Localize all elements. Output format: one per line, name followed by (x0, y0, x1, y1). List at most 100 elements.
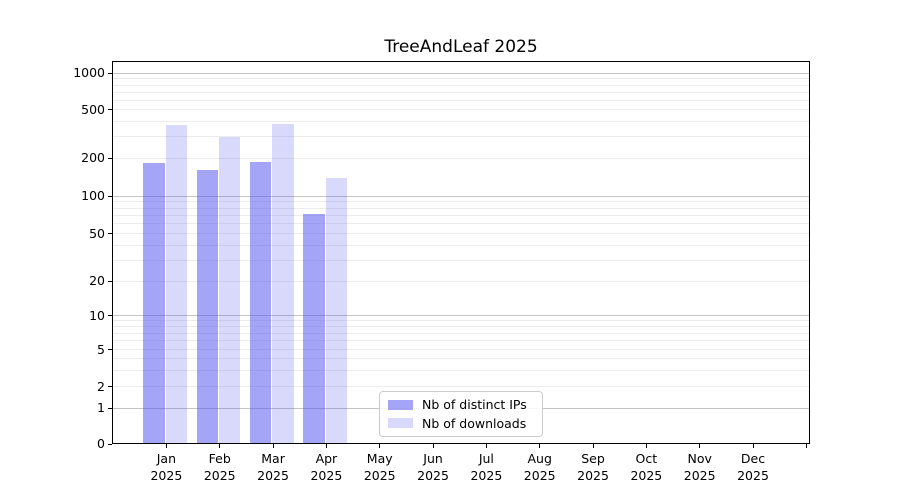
bar-feb-distinct-ips (196, 169, 219, 444)
x-tick-year: 2025 (203, 468, 236, 483)
legend-swatch-downloads-icon (388, 418, 413, 429)
major-gridline (112, 72, 810, 74)
y-tick-label: 5 (97, 341, 105, 357)
x-tick-mark (485, 444, 487, 448)
y-tick-label: 20 (89, 273, 105, 289)
x-tick-label: Feb 2025 (193, 451, 247, 483)
legend-item-distinct-ips: Nb of distinct IPs (388, 397, 534, 412)
x-tick-month: Mar (261, 451, 285, 466)
x-tick-year: 2025 (737, 468, 769, 483)
minor-gridline (112, 214, 810, 216)
x-tick-month: Apr (315, 451, 338, 466)
x-tick-month: Aug (527, 451, 552, 466)
legend-label-distinct-ips: Nb of distinct IPs (422, 397, 527, 413)
x-tick-year: 2025 (470, 468, 503, 483)
minor-gridline (112, 320, 810, 322)
x-tick-label: Apr 2025 (299, 451, 353, 483)
chart-title: TreeAndLeaf 2025 (384, 37, 538, 57)
x-tick-month: Feb (208, 451, 231, 466)
x-tick-year: 2025 (577, 468, 609, 483)
y-tick-mark (108, 407, 112, 409)
major-gridline (112, 315, 810, 317)
x-tick-label: Oct 2025 (619, 451, 673, 483)
x-tick-year: 2025 (523, 468, 556, 483)
x-tick-year: 2025 (683, 468, 716, 483)
minor-gridline (112, 349, 810, 351)
legend: Nb of distinct IPs Nb of downloads (379, 391, 543, 437)
x-tick-month: Jun (423, 451, 443, 466)
x-tick-year: 2025 (363, 468, 396, 483)
bar-mar-distinct-ips (250, 161, 272, 444)
y-tick-mark (108, 349, 112, 351)
plot-area (112, 61, 810, 444)
y-tick-label: 10 (89, 307, 105, 323)
x-tick-mark (379, 444, 381, 448)
minor-gridline (112, 84, 810, 86)
minor-gridline (112, 259, 810, 261)
major-gridline (112, 195, 810, 197)
minor-gridline (112, 157, 810, 159)
bar-feb-downloads (218, 136, 241, 444)
x-tick-month: Sep (581, 451, 605, 466)
y-tick-label: 1 (97, 400, 105, 416)
minor-gridline (112, 207, 810, 209)
y-tick-label: 2 (97, 378, 105, 394)
bar-apr-downloads (325, 177, 347, 444)
x-tick-mark (699, 444, 701, 448)
minor-gridline (112, 121, 810, 123)
y-tick-label: 50 (89, 225, 105, 241)
x-tick-mark (805, 444, 807, 448)
x-tick-label: Jul 2025 (459, 451, 513, 483)
minor-gridline (112, 340, 810, 342)
y-tick-mark (108, 195, 112, 197)
legend-swatch-distinct-ips-icon (388, 399, 413, 410)
x-tick-month: Oct (635, 451, 658, 466)
x-tick-mark (539, 444, 541, 448)
x-tick-label: Jun 2025 (406, 451, 460, 483)
minor-gridline (112, 326, 810, 328)
minor-gridline (112, 386, 810, 388)
bar-apr-distinct-ips (303, 213, 325, 444)
x-tick-year: 2025 (310, 468, 343, 483)
y-tick-mark (108, 315, 112, 317)
x-tick-label: Jan 2025 (139, 451, 193, 483)
y-tick-mark (108, 72, 112, 74)
minor-gridline (112, 99, 810, 101)
bar-jan-downloads (165, 125, 187, 444)
x-tick-label: Sep 2025 (566, 451, 620, 483)
x-tick-label: Dec 2025 (726, 451, 780, 483)
x-tick-mark (219, 444, 221, 448)
x-tick-mark (272, 444, 274, 448)
y-tick-label: 0 (97, 436, 105, 451)
y-tick-mark (108, 233, 112, 235)
minor-gridline (112, 244, 810, 246)
bar-mar-downloads (272, 124, 294, 444)
x-tick-mark (752, 444, 754, 448)
minor-gridline (112, 78, 810, 80)
bar-jan-distinct-ips (143, 162, 165, 444)
x-tick-month: May (366, 451, 393, 466)
y-tick-mark (108, 443, 112, 445)
y-tick-mark (108, 386, 112, 388)
x-tick-month: Nov (687, 451, 712, 466)
minor-gridline (112, 109, 810, 111)
x-tick-year: 2025 (417, 468, 449, 483)
x-tick-mark (432, 444, 434, 448)
legend-label-downloads: Nb of downloads (422, 415, 527, 431)
minor-gridline (112, 201, 810, 203)
minor-gridline (112, 332, 810, 334)
x-tick-label: May 2025 (353, 451, 407, 483)
minor-gridline (112, 223, 810, 225)
x-tick-mark (645, 444, 647, 448)
y-tick-mark (108, 157, 112, 159)
y-tick-label: 1000 (73, 65, 105, 81)
x-tick-month: Dec (740, 451, 766, 466)
x-tick-month: Jan (156, 451, 177, 466)
minor-gridline (112, 233, 810, 235)
y-tick-label: 200 (81, 150, 105, 166)
legend-item-downloads: Nb of downloads (388, 416, 534, 431)
y-tick-mark (108, 280, 112, 282)
x-tick-year: 2025 (630, 468, 663, 483)
y-tick-mark (108, 109, 112, 111)
